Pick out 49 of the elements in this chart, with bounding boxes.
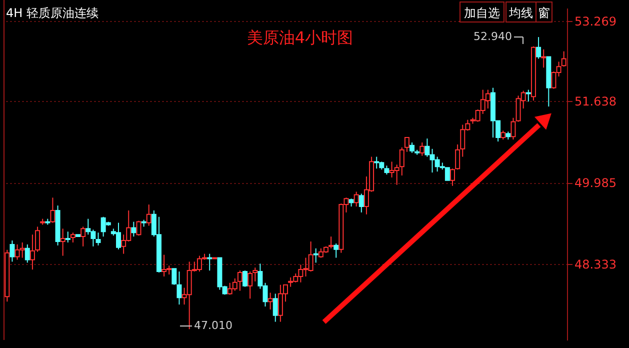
candlestick — [334, 242, 339, 258]
candlestick — [10, 240, 15, 262]
annotation: 52.940 — [474, 30, 512, 43]
candlestick — [526, 89, 531, 102]
candlestick — [455, 144, 460, 170]
candlestick — [207, 253, 212, 272]
candlestick — [237, 270, 242, 292]
candlestick — [272, 293, 278, 322]
candlestick — [70, 232, 76, 243]
candlestick — [136, 220, 142, 236]
candlestick — [541, 48, 546, 68]
candlestick — [24, 244, 30, 264]
candlestick — [354, 191, 359, 208]
annotation: 窗 — [538, 6, 550, 20]
candlestick — [172, 268, 177, 286]
text: 美原油4小时图 — [246, 28, 354, 47]
candlestick — [60, 228, 66, 256]
candlestick — [30, 234, 35, 270]
candlestick — [536, 36, 542, 60]
candlestick — [404, 137, 410, 152]
candlestick — [399, 146, 404, 176]
candlestick — [410, 142, 415, 154]
annotation: 4H 轻质原油连续 — [6, 6, 98, 20]
y-tick-label: 53.269 — [574, 14, 616, 28]
candlestick — [510, 117, 516, 140]
candlestick — [328, 236, 334, 249]
candlestick — [561, 50, 566, 68]
candlestick — [268, 292, 273, 310]
y-tick-label: 49.985 — [574, 176, 616, 190]
candlestick — [242, 270, 248, 288]
y-tick-label: 51.638 — [574, 94, 616, 109]
candlestick — [248, 271, 253, 300]
candlestick — [252, 267, 258, 282]
candlestick — [35, 226, 40, 252]
candlestick — [50, 197, 56, 224]
y-tick-label: 48.333 — [574, 257, 616, 272]
candlestick — [450, 168, 455, 186]
candlestick — [176, 271, 182, 306]
candlestick — [96, 232, 101, 246]
candlestick — [131, 221, 136, 238]
candlestick — [420, 142, 425, 156]
candlestick — [80, 226, 86, 247]
candlestick — [146, 204, 152, 226]
annotation: 加自选 — [464, 6, 500, 20]
candlestick — [358, 193, 364, 213]
annotation: 均线 — [508, 6, 533, 20]
annotation: 47.010 — [194, 319, 232, 332]
candlestick — [65, 231, 70, 243]
candlestick — [313, 248, 318, 264]
